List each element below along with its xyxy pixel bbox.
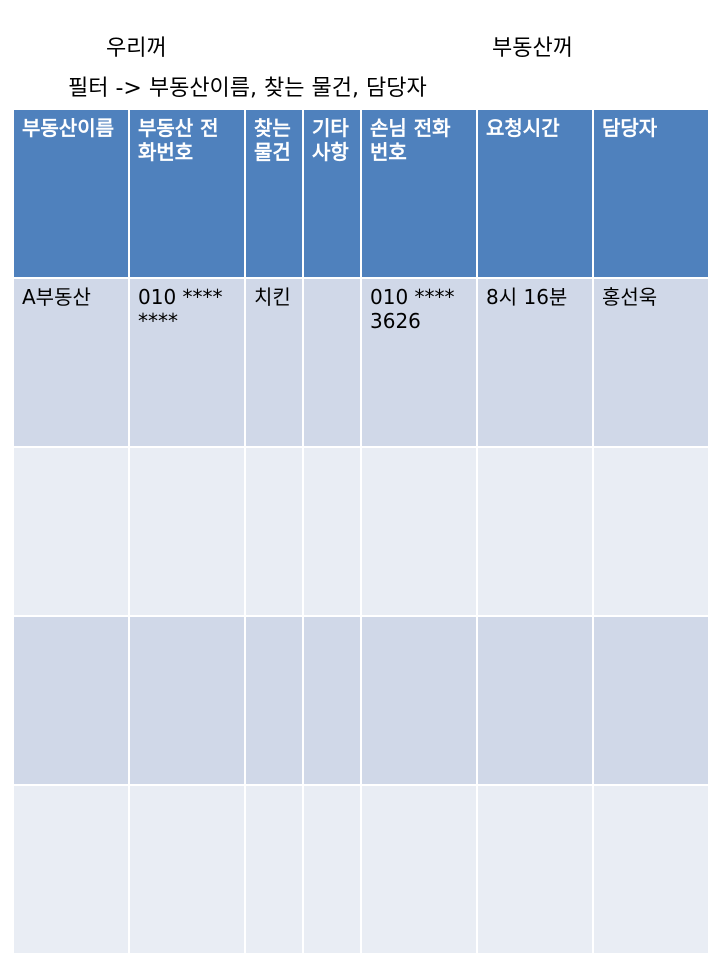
column-header-customer-phone: 손님 전화번호 [360,108,478,279]
table-cell: 8시 16분 [476,277,594,448]
table-row: A부동산 010 **** **** 치킨 010 **** 3626 8시 1… [12,277,710,448]
column-header-agency-name: 부동산이름 [12,108,130,279]
column-header-agency-phone: 부동산 전화번호 [128,108,246,279]
table-cell [592,784,710,955]
table-cell [302,784,362,955]
table-cell [360,784,478,955]
table-cell [592,615,710,786]
table-cell [128,784,246,955]
table-header-row: 부동산이름 부동산 전화번호 찾는물건 기타사항 손님 전화번호 요청시간 담당… [12,108,710,279]
table-row [12,784,710,955]
table-cell [302,446,362,617]
table-cell: 홍선욱 [592,277,710,448]
table-cell [244,446,304,617]
column-header-request-time: 요청시간 [476,108,594,279]
table-cell [360,446,478,617]
table-cell [360,615,478,786]
table-cell [476,446,594,617]
table-cell [302,277,362,448]
table-cell [244,784,304,955]
column-header-notes: 기타사항 [302,108,362,279]
table-cell: A부동산 [12,277,130,448]
filter-description: 필터 -> 부동산이름, 찾는 물건, 담당자 [68,76,427,101]
table-cell [12,615,130,786]
table-cell [128,615,246,786]
agency-label: 부동산꺼 [492,36,573,61]
table-row [12,446,710,617]
table-cell [244,615,304,786]
column-header-manager: 담당자 [592,108,710,279]
table-cell [12,446,130,617]
table-cell [476,784,594,955]
column-header-wanted-item: 찾는물건 [244,108,304,279]
table-cell: 치킨 [244,277,304,448]
table-cell [128,446,246,617]
request-table: 부동산이름 부동산 전화번호 찾는물건 기타사항 손님 전화번호 요청시간 담당… [12,108,710,955]
table-cell: 010 **** 3626 [360,277,478,448]
table-cell [476,615,594,786]
ours-label: 우리꺼 [106,36,167,61]
table-cell [12,784,130,955]
table-row [12,615,710,786]
table-cell [592,446,710,617]
table-cell [302,615,362,786]
table-cell: 010 **** **** [128,277,246,448]
